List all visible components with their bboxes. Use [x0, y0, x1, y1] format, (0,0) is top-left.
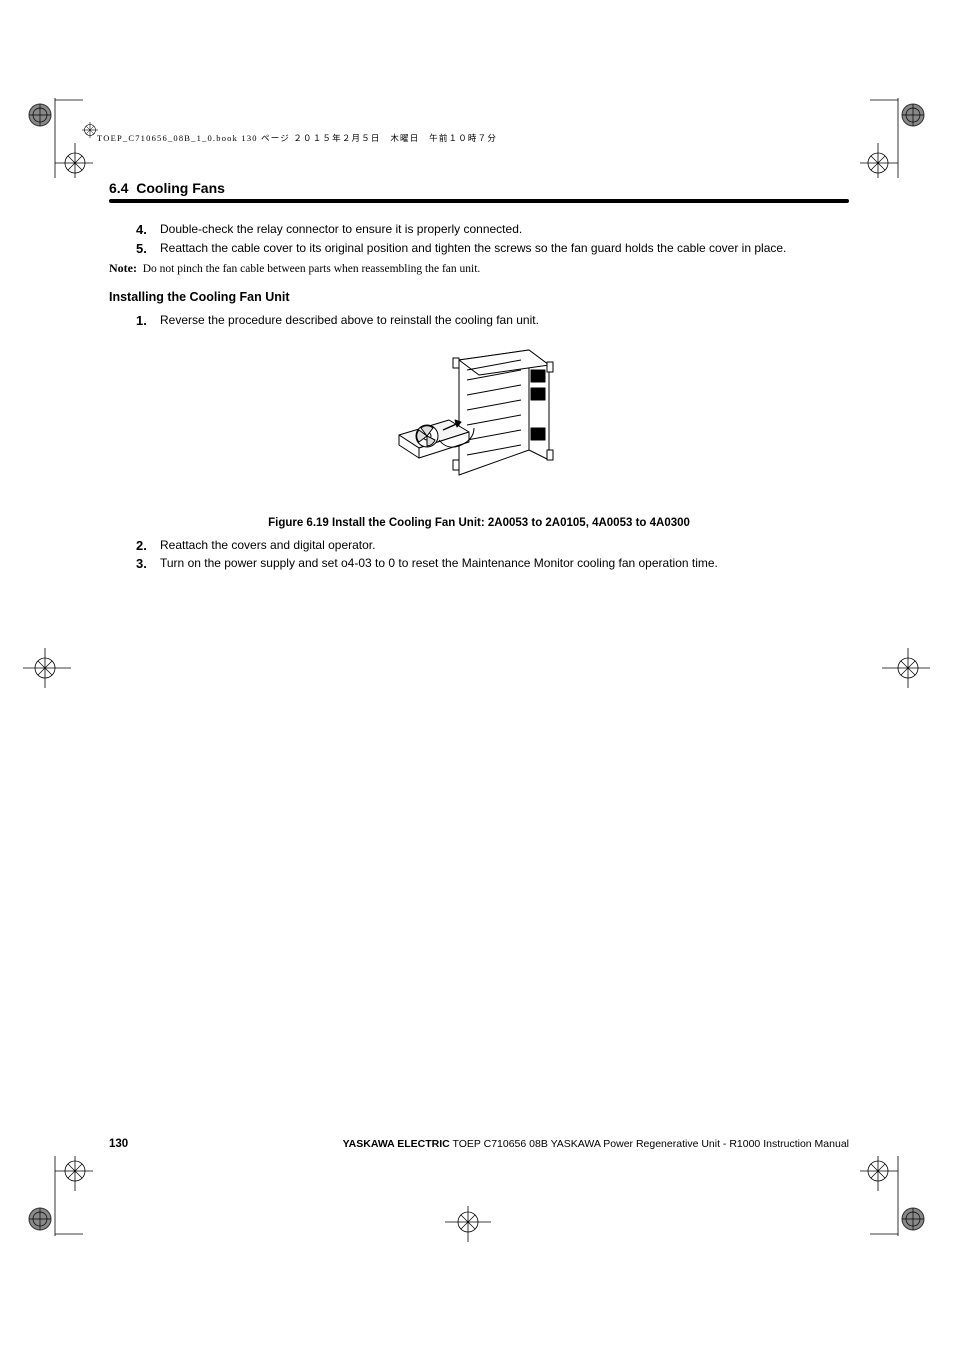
book-meta-header: TOEP_C710656_08B_1_0.book 130 ページ ２０１５年２… — [97, 132, 497, 144]
list-item: 3. Turn on the power supply and set o4-0… — [136, 555, 849, 573]
list-text: Reverse the procedure described above to… — [160, 312, 849, 330]
list-item: 5. Reattach the cable cover to its origi… — [136, 240, 849, 258]
figure-6-19 — [109, 340, 849, 505]
list-number: 1. — [136, 312, 160, 330]
section-number: 6.4 — [109, 180, 128, 196]
note-label: Note: — [109, 261, 137, 275]
list-1: 4. Double-check the relay connector to e… — [136, 221, 849, 257]
crop-mark-bc — [443, 1206, 493, 1246]
list-2: 1. Reverse the procedure described above… — [136, 312, 849, 330]
crop-mark-br — [860, 1156, 930, 1236]
publication-title: TOEP C710656 08B YASKAWA Power Regenerat… — [450, 1138, 849, 1150]
note: Note: Do not pinch the fan cable between… — [109, 261, 849, 276]
page-number: 130 — [109, 1138, 128, 1150]
publication-line: YASKAWA ELECTRIC TOEP C710656 08B YASKAW… — [343, 1138, 849, 1150]
crop-mark-ml — [23, 648, 73, 688]
list-number: 4. — [136, 221, 160, 239]
crop-mark-mr — [880, 648, 930, 688]
figure-caption: Figure 6.19 Install the Cooling Fan Unit… — [109, 517, 849, 529]
list-item: 1. Reverse the procedure described above… — [136, 312, 849, 330]
subheading: Installing the Cooling Fan Unit — [109, 290, 849, 304]
page-footer: 130 YASKAWA ELECTRIC TOEP C710656 08B YA… — [109, 1138, 849, 1150]
note-text: Do not pinch the fan cable between parts… — [143, 263, 481, 275]
list-text: Double-check the relay connector to ensu… — [160, 221, 849, 239]
section-title-text: Cooling Fans — [136, 180, 225, 196]
list-text: Turn on the power supply and set o4-03 t… — [160, 555, 849, 573]
list-3: 2. Reattach the covers and digital opera… — [136, 537, 849, 573]
section-heading: 6.4 Cooling Fans — [109, 180, 849, 201]
list-number: 5. — [136, 240, 160, 258]
crop-mark-tr — [860, 98, 930, 178]
list-number: 2. — [136, 537, 160, 555]
list-item: 4. Double-check the relay connector to e… — [136, 221, 849, 239]
list-number: 3. — [136, 555, 160, 573]
heading-rule — [109, 199, 849, 203]
list-item: 2. Reattach the covers and digital opera… — [136, 537, 849, 555]
list-text: Reattach the covers and digital operator… — [160, 537, 849, 555]
page-content: 6.4 Cooling Fans 4. Double-check the rel… — [109, 180, 849, 574]
list-text: Reattach the cable cover to its original… — [160, 240, 849, 258]
publisher-name: YASKAWA ELECTRIC — [343, 1138, 450, 1150]
crop-mark-bl — [23, 1156, 93, 1236]
fan-unit-illustration — [379, 340, 579, 500]
